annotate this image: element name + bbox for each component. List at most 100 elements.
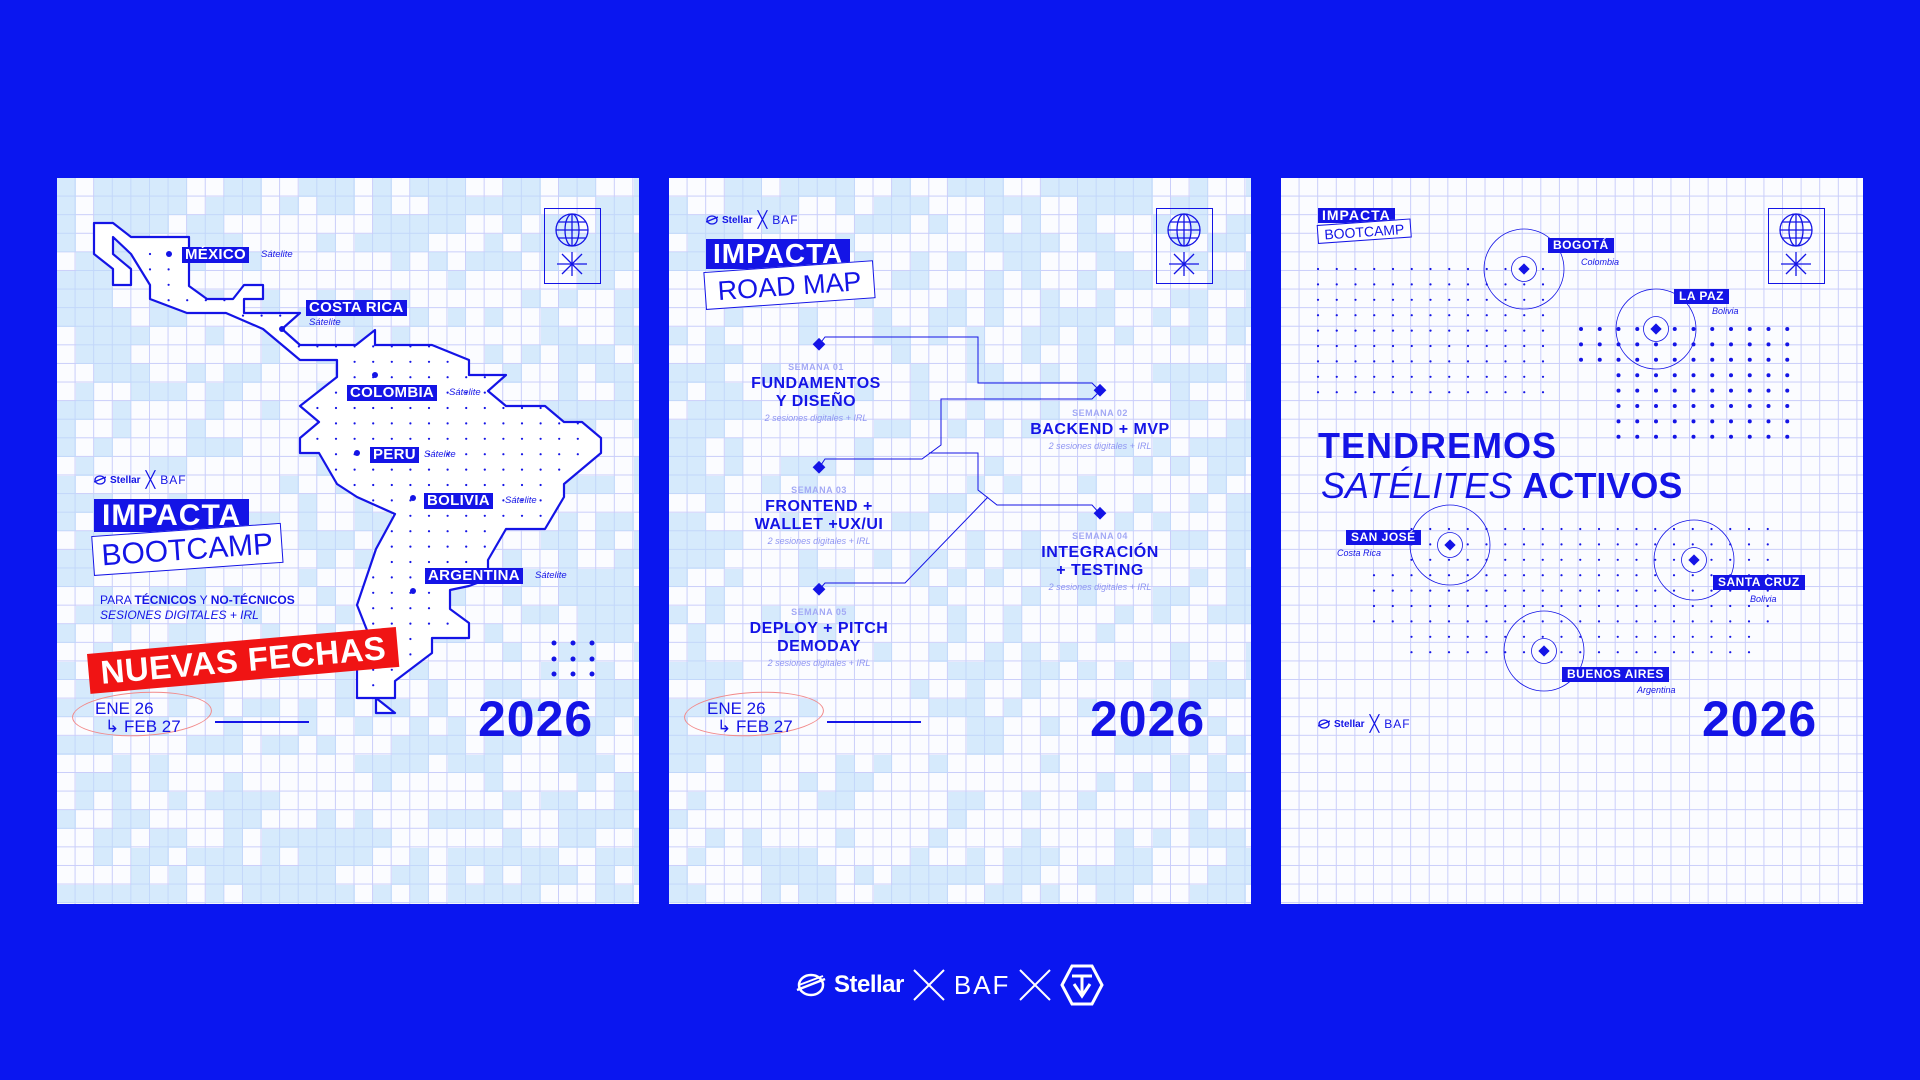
- pixel-block: [112, 326, 132, 346]
- pixel-block: [429, 196, 448, 216]
- pixel-block: [131, 364, 150, 383]
- grid-dot: [1747, 327, 1752, 331]
- pixel-block: [577, 717, 597, 736]
- grid-dot: [1729, 404, 1733, 408]
- grid-dot: [1354, 375, 1357, 378]
- pixel-block: [817, 457, 837, 476]
- pixel-block: [1227, 512, 1246, 532]
- pixel-block: [1171, 364, 1190, 383]
- pixel-block: [1152, 308, 1172, 327]
- pixel-block: [762, 605, 781, 625]
- grid-dot: [1672, 404, 1677, 408]
- pixel-block: [1152, 605, 1172, 625]
- grid-dot: [1410, 298, 1413, 301]
- pixel-block: [94, 717, 113, 736]
- pixel-block: [131, 866, 150, 885]
- pixel-block: [559, 512, 578, 532]
- pixel-block: [1022, 661, 1041, 681]
- pixel-block: [985, 308, 1004, 327]
- week-label: SEMANA 05: [791, 607, 847, 617]
- grid-dot: [1335, 344, 1338, 348]
- pixel-block: [75, 884, 95, 904]
- pixel-block: [1227, 550, 1246, 569]
- pixel-block: [429, 810, 448, 829]
- grid-dot: [1447, 589, 1451, 592]
- pixel-block: [1208, 791, 1227, 811]
- pixel-block: [447, 884, 467, 904]
- pixel-block: [391, 252, 411, 271]
- map-dot: [372, 684, 375, 687]
- country-tag-peru: PERU: [370, 447, 419, 463]
- grid-dot: [1597, 357, 1602, 362]
- country-label: Bolivia: [1750, 594, 1777, 604]
- pixel-block: [687, 475, 707, 495]
- pixel-block: [929, 326, 948, 346]
- grid-dot: [1466, 267, 1470, 271]
- pixel-block: [522, 605, 541, 625]
- pixel-block: [336, 680, 355, 699]
- grid-dot: [1654, 651, 1657, 654]
- cross-icon: ╳: [1369, 716, 1380, 733]
- pixel-block: [1134, 178, 1153, 197]
- headline-satellites: SATÉLITES: [1321, 465, 1513, 506]
- pixel-block: [150, 382, 169, 402]
- pixel-block: [354, 847, 374, 867]
- pixel-block: [855, 215, 874, 234]
- date-start: ENE 26: [707, 699, 766, 718]
- pixel-block: [94, 308, 113, 327]
- grid-dot: [1616, 558, 1619, 561]
- grid-dot: [1766, 434, 1771, 439]
- pixel-block: [540, 847, 560, 867]
- pixel-block: [75, 252, 95, 271]
- grid-dot: [1672, 327, 1677, 331]
- pixel-block: [1227, 438, 1246, 457]
- pixel-block: [948, 698, 967, 718]
- pixel-block: [410, 866, 429, 885]
- grid-dot: [1747, 651, 1751, 654]
- pixel-block: [317, 810, 336, 829]
- grid-dot: [1616, 589, 1619, 592]
- pixel-block: [1152, 215, 1172, 234]
- pixel-block: [1245, 252, 1251, 271]
- grid-dot: [1635, 342, 1640, 347]
- grid-dot: [1410, 620, 1413, 623]
- week-detail: 2 sesiones digitales + IRL: [1048, 582, 1152, 592]
- pixel-block: [522, 698, 541, 718]
- country-label: Colombia: [1581, 257, 1620, 267]
- pixel-block: [596, 605, 615, 625]
- pixel-block: [57, 308, 76, 327]
- pixel-block: [1022, 345, 1041, 364]
- grid-dot: [1672, 620, 1676, 623]
- map-dot: [409, 437, 412, 440]
- grid-dot: [1485, 574, 1488, 577]
- pixel-block: [873, 643, 893, 662]
- pixel-block: [540, 215, 560, 234]
- satellite-label: Sátelite: [309, 317, 341, 328]
- pixel-block: [205, 736, 225, 755]
- grid-dot: [1522, 543, 1526, 546]
- pixel-block: [615, 196, 634, 216]
- pixel-block: [873, 419, 893, 439]
- grid-dot: [1429, 651, 1432, 654]
- map-dot: [539, 468, 542, 471]
- pixel-block: [57, 550, 76, 569]
- pixel-block: [929, 698, 948, 718]
- map-dot: [520, 453, 524, 456]
- map-dot: [390, 345, 393, 348]
- pixel-block: [836, 401, 855, 420]
- pixel-block: [948, 866, 967, 885]
- cross-icon: ╳: [757, 212, 768, 229]
- pixel-block: [596, 252, 615, 271]
- map-dot: [520, 499, 524, 502]
- pixel-block: [57, 419, 76, 439]
- grid-dot: [1466, 375, 1470, 378]
- pixel-block: [687, 754, 707, 774]
- grid-dot: [1747, 543, 1751, 546]
- grid-dot: [1541, 527, 1544, 531]
- pixel-block: [836, 773, 855, 792]
- marker-mexico: [166, 251, 172, 257]
- pixel-block: [1096, 308, 1116, 327]
- pixel-block: [280, 475, 299, 495]
- grid-dot: [1372, 574, 1376, 577]
- grid-dot: [1429, 635, 1432, 638]
